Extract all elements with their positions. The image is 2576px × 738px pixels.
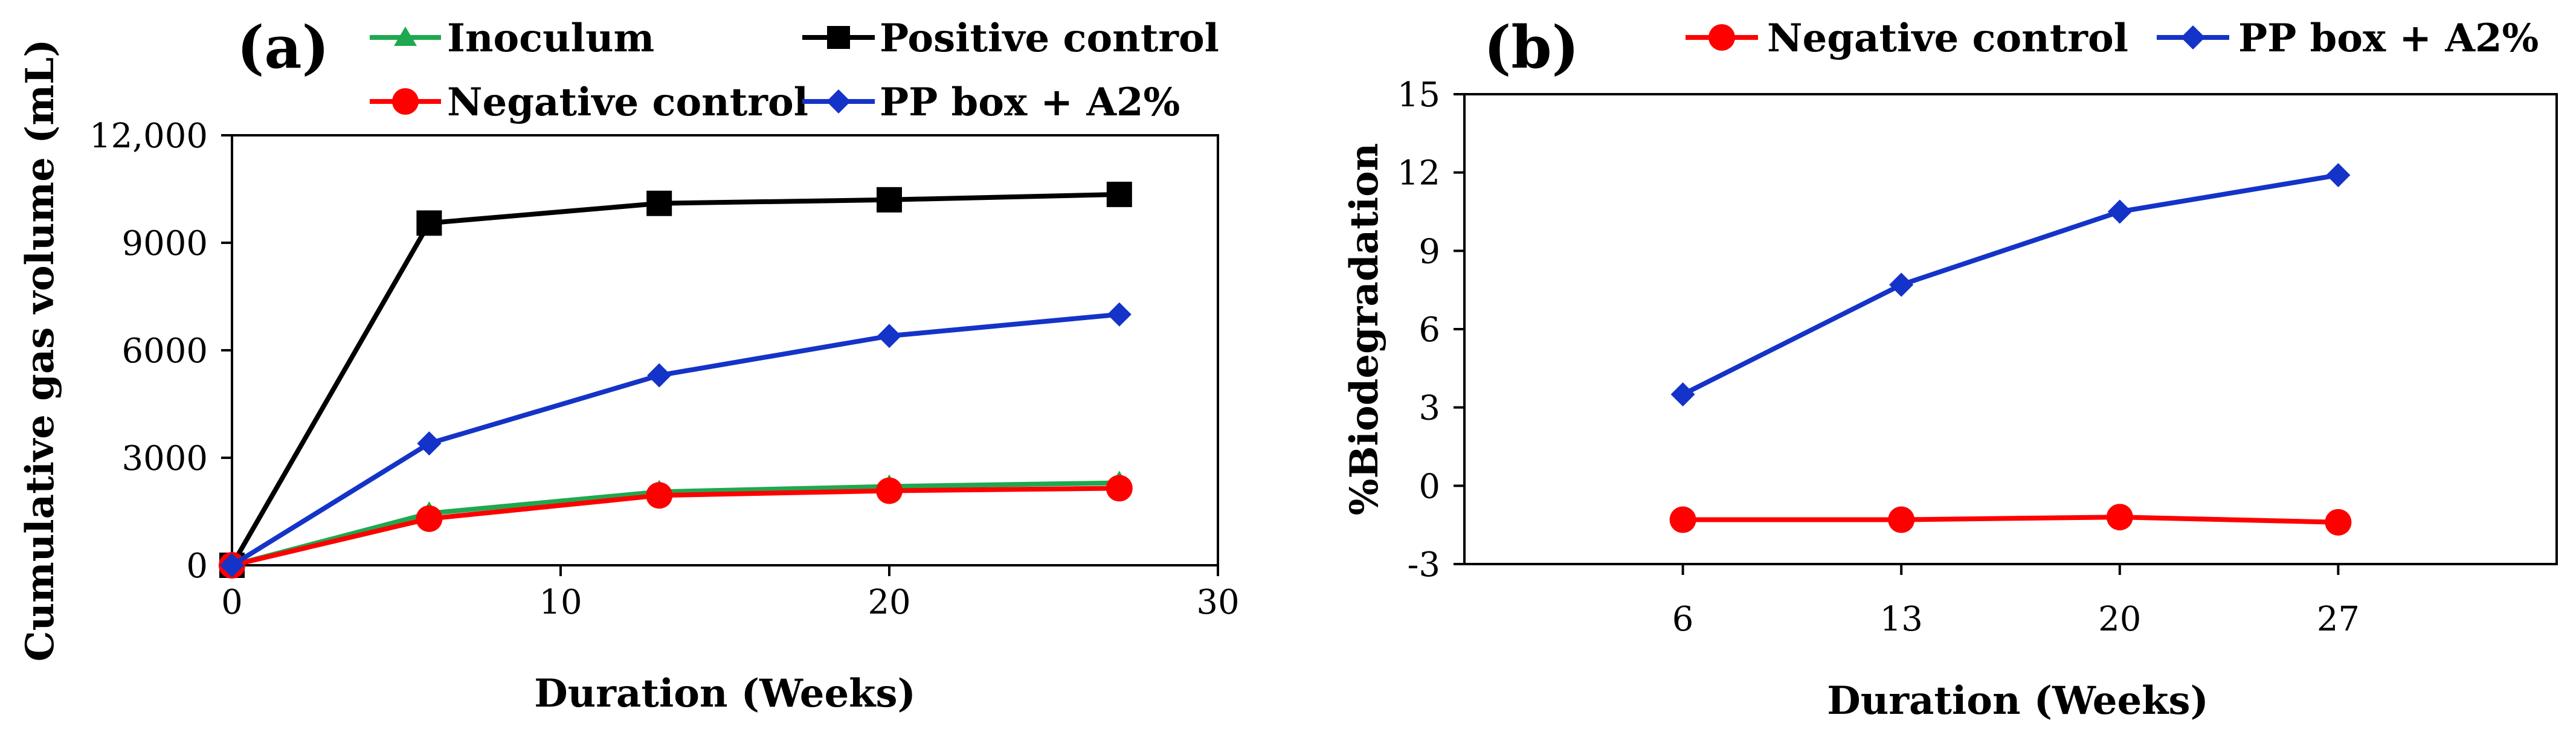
y-tick-label-b: -3 bbox=[1407, 545, 1440, 585]
legend-a-item-negative-control: Negative control bbox=[370, 80, 808, 125]
x-axis-title-a: Duration (Weeks) bbox=[534, 671, 916, 716]
series-line-a-negative-control bbox=[231, 486, 1119, 568]
legend-a-positive-marker bbox=[827, 26, 850, 49]
legend-b-pp-marker bbox=[2181, 25, 2205, 50]
x-tick-label-b: 27 bbox=[2317, 600, 2360, 639]
x-axis-title-b: Duration (Weeks) bbox=[1827, 678, 2209, 724]
data-point-a-positive-control bbox=[416, 210, 442, 236]
y-tick-label-a: 9000 bbox=[121, 224, 208, 263]
legend-a-pp-marker bbox=[826, 89, 851, 114]
data-point-a-positive-control bbox=[877, 187, 902, 213]
panel-a-label: (a) bbox=[237, 13, 329, 82]
series-line-b-negative-control bbox=[1682, 515, 2339, 525]
y-tick-label-a: 6000 bbox=[121, 332, 208, 371]
legend-b-negative-label: Negative control bbox=[1767, 16, 2128, 61]
y-tick-label-b: 3 bbox=[1418, 389, 1440, 428]
data-point-a-negative-control bbox=[646, 482, 673, 509]
legend-a-negative-label: Negative control bbox=[447, 80, 808, 125]
data-point-b-pp-box-a2 bbox=[2107, 199, 2132, 224]
y-tick-label-b: 9 bbox=[1418, 232, 1440, 271]
data-point-b-negative-control bbox=[2325, 509, 2352, 536]
data-point-b-pp-box-a2 bbox=[2326, 162, 2351, 187]
panel-b: (b) Negative control PP box + A2% 6 13 20 2… bbox=[1342, 13, 2558, 724]
data-point-a-pp-box-a2 bbox=[220, 553, 244, 577]
legend-a-negative-marker bbox=[392, 88, 419, 115]
legend-b-pp-label: PP box + A2% bbox=[2238, 16, 2539, 61]
data-point-a-positive-control bbox=[646, 190, 672, 216]
data-point-a-pp-box-a2 bbox=[647, 363, 672, 388]
x-tick-label-a: 10 bbox=[539, 583, 582, 622]
x-tick-label-a: 0 bbox=[221, 583, 243, 622]
legend-b-item-negative-control: Negative control bbox=[1686, 16, 2128, 61]
data-point-b-negative-control bbox=[2106, 504, 2133, 531]
legend-a-pp-label: PP box + A2% bbox=[880, 80, 1180, 125]
x-tick-label-a: 20 bbox=[868, 583, 910, 622]
x-tick-label-b: 6 bbox=[1672, 600, 1694, 639]
legend-b-negative-marker bbox=[1708, 24, 1735, 51]
data-point-a-negative-control bbox=[876, 477, 903, 504]
data-point-b-negative-control bbox=[1669, 506, 1696, 533]
x-tick-label-b: 13 bbox=[1880, 600, 1923, 639]
legend-b: Negative control PP box + A2% bbox=[1686, 16, 2539, 61]
legend-a-inoculum-marker bbox=[394, 27, 417, 46]
legend-a-item-pp-box: PP box + A2% bbox=[802, 80, 1180, 125]
series-line-a-pp-box-a2 bbox=[230, 312, 1120, 568]
data-point-a-positive-control bbox=[1106, 181, 1132, 207]
x-tick-label-b: 20 bbox=[2098, 600, 2141, 639]
data-point-b-negative-control bbox=[1888, 506, 1915, 533]
data-point-b-pp-box-a2 bbox=[1889, 272, 1914, 297]
plot-area-b bbox=[1463, 93, 2558, 565]
y-axis-title-b: %Biodegradation bbox=[1342, 143, 1387, 516]
x-tick-label-a: 30 bbox=[1196, 583, 1239, 622]
y-tick-label-b: 12 bbox=[1397, 154, 1440, 193]
data-point-a-pp-box-a2 bbox=[417, 431, 442, 456]
data-point-a-pp-box-a2 bbox=[877, 324, 901, 348]
series-line-a-positive-control bbox=[230, 191, 1119, 566]
panel-a: (a) Inoculum Positive control Negative c… bbox=[18, 13, 1240, 716]
y-axis-title-a: Cumulative gas volume (mL) bbox=[18, 39, 63, 662]
y-tick-label-a: 0 bbox=[186, 547, 208, 586]
data-point-a-negative-control bbox=[416, 505, 443, 532]
data-point-b-pp-box-a2 bbox=[1670, 382, 1695, 407]
y-tick-label-a: 12,000 bbox=[89, 117, 208, 156]
data-point-a-pp-box-a2 bbox=[1107, 302, 1132, 327]
legend-b-item-pp-box: PP box + A2% bbox=[2157, 16, 2539, 61]
data-point-a-negative-control bbox=[1106, 475, 1133, 502]
y-tick-label-a: 3000 bbox=[121, 439, 208, 478]
legend-a-item-positive-control: Positive control bbox=[802, 16, 1219, 61]
y-tick-label-b: 6 bbox=[1418, 310, 1440, 350]
y-tick-label-b: 15 bbox=[1397, 75, 1440, 115]
y-tick-label-b: 0 bbox=[1418, 467, 1440, 506]
legend-a-item-inoculum: Inoculum bbox=[370, 16, 654, 61]
legend-a-inoculum-label: Inoculum bbox=[447, 16, 654, 61]
panel-b-label: (b) bbox=[1484, 13, 1579, 82]
plot-area-a bbox=[231, 134, 1219, 566]
legend-a-positive-label: Positive control bbox=[880, 16, 1219, 61]
series-line-b-pp-box-a2 bbox=[1681, 173, 2339, 397]
legend-a: Inoculum Positive control Negative contr… bbox=[370, 16, 1219, 125]
